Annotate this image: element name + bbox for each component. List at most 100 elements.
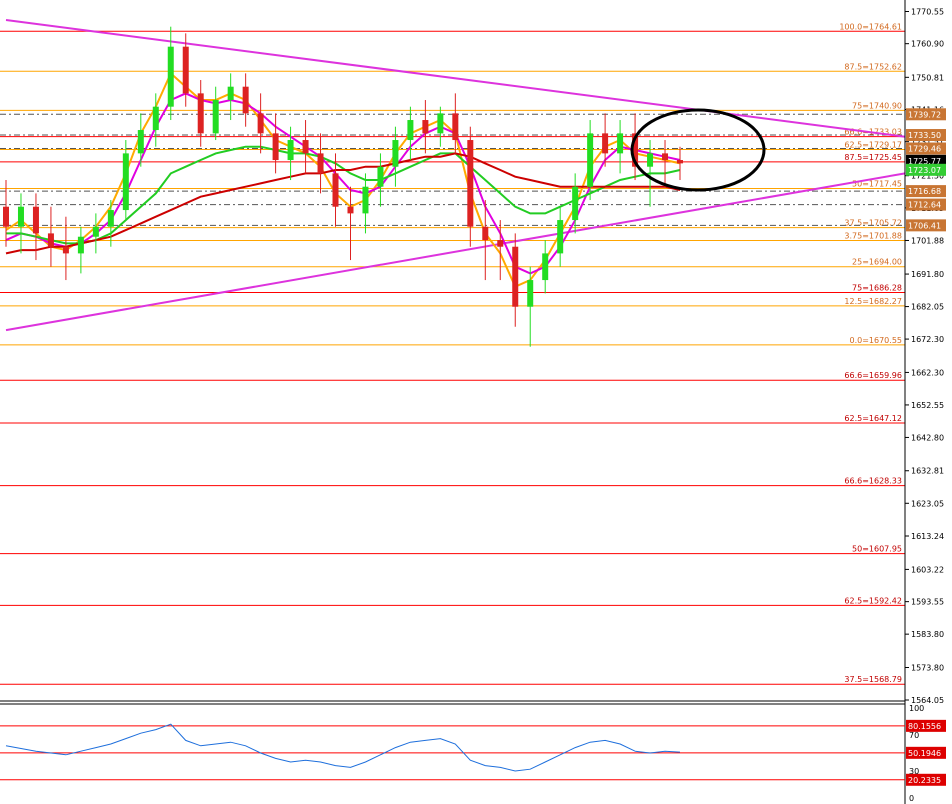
price-tick-label: 1613.24	[911, 532, 944, 541]
osc-level-badge	[906, 773, 946, 786]
candle-body	[572, 186, 579, 221]
candle-body	[212, 100, 219, 134]
fib-label-14: 62.5=1647.12	[844, 414, 902, 423]
oscillator-line	[5, 723, 681, 772]
candle-body	[17, 206, 24, 227]
price-tick-label: 1682.05	[911, 303, 944, 312]
price-tick-label: 1691.80	[911, 270, 944, 279]
consolidation-circle	[630, 108, 766, 192]
candle-body	[452, 113, 459, 141]
candle-body	[3, 206, 9, 227]
candle-body	[32, 206, 39, 234]
osc-level-label: 20.2335	[908, 776, 941, 785]
price-tick-label: 1564.05	[911, 696, 944, 705]
osc-tick-label: 0	[909, 794, 914, 803]
candle-body	[422, 120, 429, 134]
candle-body	[152, 106, 159, 131]
candle-body	[77, 236, 84, 254]
price-tick-label: 1701.88	[911, 236, 944, 245]
candle-body	[632, 133, 639, 167]
moving-average-2	[6, 145, 681, 245]
fib-label-5: 87.5=1725.45	[844, 153, 902, 162]
candle-body	[677, 160, 683, 164]
fib-label-12: 0.0=1670.55	[849, 336, 902, 345]
candlesticks	[3, 26, 683, 347]
moving-average-3	[5, 152, 681, 255]
candle-body	[257, 113, 264, 134]
price-badge-text: 1716.68	[908, 187, 941, 196]
fib-label-7: 37.5=1705.72	[844, 219, 902, 228]
candle-body	[137, 130, 144, 154]
candle-body	[242, 86, 249, 114]
candle-body	[197, 93, 204, 134]
candle-body	[227, 86, 234, 101]
price-tick-label: 1583.80	[911, 630, 944, 639]
trendline-1	[5, 172, 906, 332]
candle-body	[317, 153, 324, 174]
price-tick-label: 1652.55	[911, 401, 944, 410]
candle-body	[302, 140, 309, 154]
osc-tick-label: 70	[909, 731, 919, 740]
price-tick-label: 1760.90	[911, 40, 944, 49]
price-tick-label: 1770.55	[911, 8, 944, 17]
osc-level-badge	[906, 746, 946, 759]
candle-body	[467, 140, 474, 227]
price-badge-bg	[906, 108, 946, 121]
candle-body	[347, 206, 354, 214]
fib-label-11: 12.5=1682.27	[844, 297, 902, 306]
candle-body	[62, 246, 69, 254]
price-tick-label: 1623.05	[911, 499, 944, 508]
price-badge-bg	[906, 219, 946, 232]
candle-body	[392, 140, 399, 167]
candle-body	[497, 240, 504, 247]
candle-body	[482, 226, 489, 241]
fib-label-8: 3.75=1701.88	[844, 231, 902, 240]
price-badge-text: 1706.41	[908, 221, 941, 230]
candle-body	[542, 253, 549, 281]
price-tick-label: 1721.30	[911, 172, 944, 181]
fib-label-15: 66.6=1628.33	[844, 477, 902, 486]
candle-body	[182, 46, 189, 94]
osc-level-badge	[906, 719, 946, 732]
fib-label-2: 75=1740.90	[852, 101, 902, 110]
candle-body	[362, 186, 369, 214]
fib-label-10: 75=1686.28	[852, 283, 902, 292]
candle-body	[167, 46, 174, 107]
price-tick-label: 1672.30	[911, 335, 944, 344]
candle-body	[47, 233, 54, 247]
price-badge-bg	[906, 185, 946, 198]
price-tick-label: 1731.51	[911, 138, 944, 147]
candle-body	[107, 210, 114, 227]
price-badge-bg	[906, 142, 946, 155]
candle-body	[377, 166, 384, 187]
candle-body	[527, 280, 534, 307]
price-tick-label: 1642.80	[911, 433, 944, 442]
price-tick-label: 1632.81	[911, 467, 944, 476]
moving-average-0	[5, 71, 681, 289]
moving-averages	[5, 71, 681, 289]
fib-label-6: 50=1717.45	[852, 180, 902, 189]
osc-level-label: 80.1556	[908, 722, 941, 731]
candle-body	[602, 133, 609, 154]
fib-label-17: 62.5=1592.42	[844, 596, 902, 605]
candle-body	[287, 140, 294, 161]
fib-label-0: 100.0=1764.61	[839, 22, 902, 31]
price-badge-text: 1723.07	[908, 166, 941, 175]
price-badge-bg	[906, 129, 946, 142]
price-tick-label: 1662.30	[911, 368, 944, 377]
price-badge-text: 1712.64	[908, 201, 941, 210]
candle-body	[122, 153, 129, 211]
fib-label-18: 37.5=1568.79	[844, 675, 902, 684]
candle-body	[617, 133, 624, 154]
price-badge-text: 1733.50	[908, 131, 941, 140]
candle-body	[407, 120, 414, 141]
fib-label-4: 62.5=1729.17	[844, 140, 902, 149]
candle-body	[272, 133, 279, 161]
triangle-trendlines	[5, 19, 906, 332]
price-tick-label: 1573.80	[911, 663, 944, 672]
main-plot-area	[0, 0, 905, 700]
candle-body	[587, 133, 594, 187]
fib-label-1: 87.5=1752.62	[844, 62, 902, 71]
